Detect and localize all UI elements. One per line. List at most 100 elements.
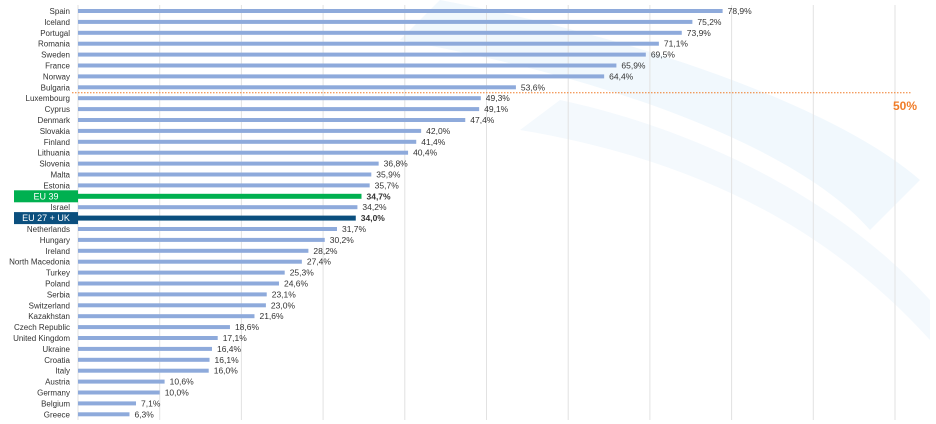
bar (78, 368, 209, 373)
bar (78, 74, 605, 79)
bar (78, 215, 356, 221)
bar (78, 336, 218, 340)
category-label: Croatia (44, 356, 70, 365)
bar (78, 357, 210, 362)
value-label: 40,4% (413, 148, 438, 158)
value-label: 25,3% (290, 268, 315, 278)
category-label: Ireland (46, 247, 70, 256)
category-label: Lithuania (38, 149, 71, 158)
category-label: Estonia (43, 181, 70, 190)
category-label: Norway (43, 72, 70, 81)
value-label: 69,5% (651, 50, 676, 60)
bar (78, 161, 379, 166)
category-label: Hungary (40, 236, 70, 245)
category-label: Luxembourg (26, 94, 70, 103)
category-label: Germany (37, 389, 70, 398)
bar (78, 248, 309, 253)
bar (78, 85, 516, 90)
category-label: Serbia (47, 290, 71, 299)
bar (78, 379, 165, 384)
category-label: EU 27 + UK (22, 213, 70, 223)
value-label: 16,0% (214, 366, 239, 376)
bar (78, 183, 370, 188)
value-label: 10,6% (170, 377, 195, 387)
category-label: Slovenia (39, 160, 70, 169)
highlight-label-box (14, 190, 78, 203)
value-label: 35,9% (376, 170, 401, 180)
value-label: 34,0% (361, 213, 386, 223)
value-label: 64,4% (609, 71, 634, 81)
bar (78, 139, 417, 144)
category-label: Cyprus (45, 105, 70, 114)
value-label: 49,3% (486, 93, 511, 103)
value-label: 16,4% (217, 344, 242, 354)
value-label: 73,9% (687, 28, 712, 38)
category-label: Belgium (41, 399, 70, 408)
value-label: 53,6% (521, 82, 546, 92)
category-label: Netherlands (27, 225, 70, 234)
category-label: Malta (50, 171, 70, 180)
value-label: 42,0% (426, 126, 451, 136)
bar (78, 205, 358, 210)
category-label: Israel (50, 203, 70, 212)
category-label: Italy (55, 367, 70, 376)
value-label: 7,1% (141, 398, 161, 408)
category-label: Kazakhstan (28, 312, 70, 321)
value-label: 10,0% (165, 388, 190, 398)
bar (78, 237, 325, 242)
category-label: Romania (38, 40, 71, 49)
bar (78, 52, 646, 57)
value-label: 34,2% (362, 202, 387, 212)
value-label: 23,1% (272, 289, 297, 299)
highlight-label-box (14, 212, 78, 225)
value-label: 49,1% (484, 104, 509, 114)
bar (78, 314, 255, 319)
bar (78, 128, 422, 133)
bar (78, 401, 137, 406)
value-label: 28,2% (313, 246, 338, 256)
value-label: 78,9% (728, 6, 753, 16)
bar (78, 96, 481, 101)
reference-line-label: 50% (893, 99, 917, 113)
bar (78, 41, 659, 46)
category-label: Ukraine (42, 345, 70, 354)
bars: Spain 78,9% Iceland 75,2% Portugal 73,9% Roman… (9, 6, 752, 419)
value-label: 17,1% (223, 333, 248, 343)
value-label: 47,4% (470, 115, 495, 125)
bar (78, 107, 480, 112)
value-label: 30,2% (330, 235, 355, 245)
category-label: Greece (44, 410, 71, 419)
bar (78, 346, 212, 351)
category-label: Turkey (46, 269, 70, 278)
value-label: 23,0% (271, 300, 296, 310)
bar (78, 325, 230, 330)
background-decoration (400, 0, 930, 340)
bar (78, 390, 160, 395)
category-label: Spain (50, 7, 70, 16)
value-label: 75,2% (697, 17, 722, 27)
category-label: Poland (45, 280, 70, 289)
category-label: United Kingdom (13, 334, 70, 343)
value-label: 16,1% (215, 355, 240, 365)
category-label: Iceland (44, 18, 70, 27)
value-label: 31,7% (342, 224, 367, 234)
bar (78, 150, 409, 155)
bar (78, 227, 337, 231)
category-label: Sweden (41, 51, 70, 60)
category-label: Bulgaria (41, 83, 71, 92)
bar (78, 270, 285, 275)
category-label: Czech Republic (14, 323, 70, 332)
value-label: 35,7% (375, 180, 400, 190)
category-label: Finland (44, 138, 70, 147)
bar (78, 63, 617, 68)
bar (78, 19, 693, 24)
category-label: EU 39 (33, 191, 58, 201)
value-label: 71,1% (664, 39, 689, 49)
value-label: 21,6% (259, 311, 284, 321)
category-label: Switzerland (29, 301, 70, 310)
bar (78, 281, 279, 286)
bar (78, 30, 682, 35)
category-label: France (45, 62, 70, 71)
bar (78, 118, 466, 122)
